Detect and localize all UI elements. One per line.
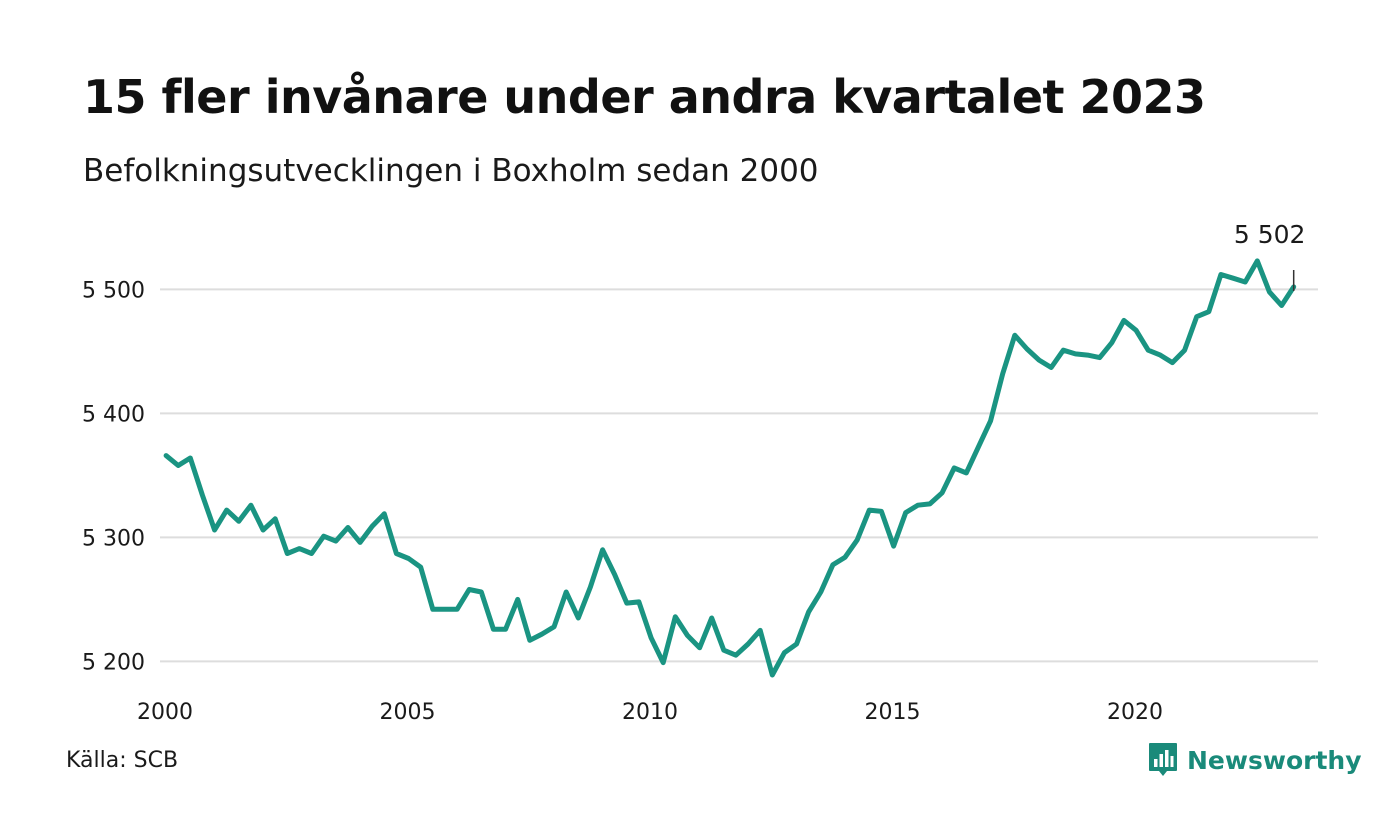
x-axis-tick-labels: 2000 2005 2010 2015 2020	[137, 700, 1163, 725]
x-tick-label: 2000	[137, 700, 193, 725]
chart-title: 15 fler invånare under andra kvartalet 2…	[83, 70, 1206, 124]
x-tick-label: 2005	[380, 700, 436, 725]
last-value-annotation: 5 502	[1234, 220, 1306, 291]
y-tick-label: 5 500	[82, 278, 145, 303]
series-line	[163, 258, 1297, 678]
grid-lines	[160, 288, 1318, 663]
brand-name: Newsworthy	[1187, 745, 1362, 775]
x-tick-label: 2015	[865, 700, 921, 725]
annotation-label: 5 502	[1234, 220, 1306, 249]
source-note: Källa: SCB	[66, 748, 179, 773]
y-tick-label: 5 300	[82, 526, 145, 551]
y-axis-tick-labels: 5 200 5 300 5 400 5 500	[82, 278, 145, 675]
x-tick-label: 2020	[1107, 700, 1163, 725]
population-series	[163, 258, 1297, 678]
y-tick-label: 5 200	[82, 650, 145, 675]
y-tick-label: 5 400	[82, 402, 145, 427]
x-tick-label: 2010	[622, 700, 678, 725]
bar-chart-speech-bubble-icon	[1149, 743, 1177, 776]
newsworthy-logo: Newsworthy	[1148, 742, 1362, 778]
chart-subtitle: Befolkningsutvecklingen i Boxholm sedan …	[83, 153, 819, 189]
